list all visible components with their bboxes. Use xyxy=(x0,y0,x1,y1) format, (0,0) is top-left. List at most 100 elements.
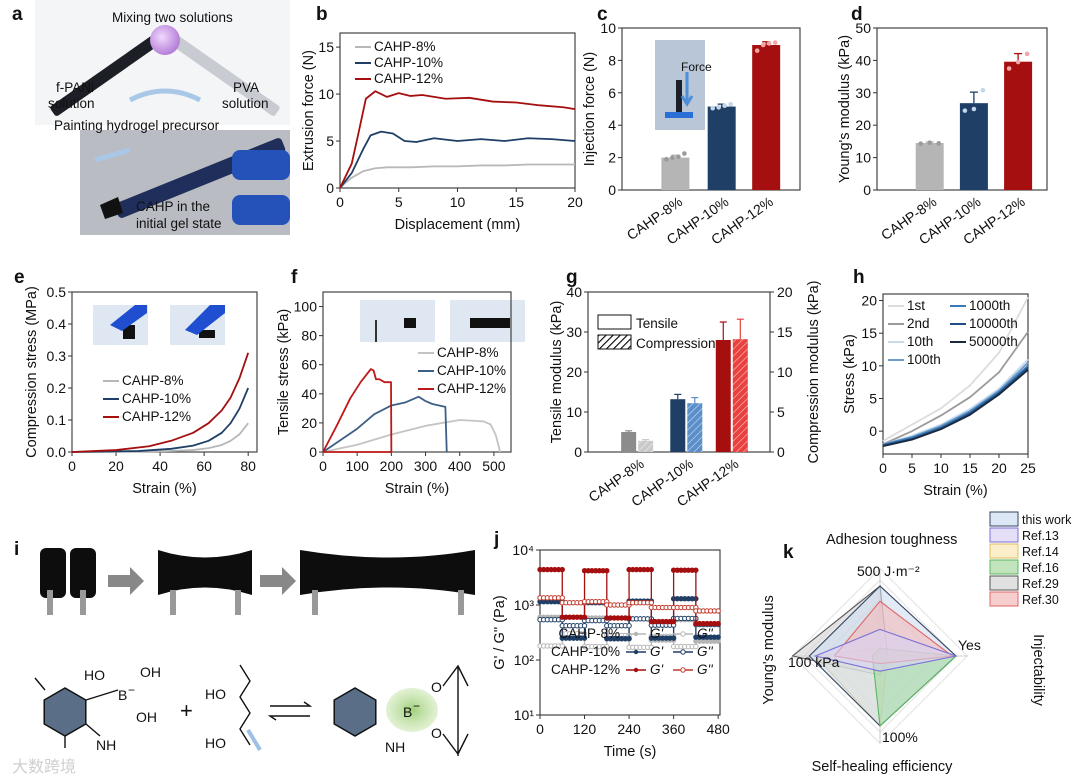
x-axis-label: Strain (%) xyxy=(385,481,449,497)
data-marker xyxy=(581,614,588,620)
data-point xyxy=(760,42,766,48)
legend-label: CAHP-12% xyxy=(551,662,620,677)
legend-swatch xyxy=(989,543,1019,559)
legend-label: 10th xyxy=(907,334,933,349)
photo-mixing xyxy=(35,0,290,125)
tweezer xyxy=(312,590,318,615)
tweezer-2 xyxy=(458,590,464,615)
legend-marker xyxy=(680,631,686,637)
y-tick-label: 8 xyxy=(608,52,616,68)
data-marker xyxy=(604,568,610,574)
x-tick-label: 360 xyxy=(662,721,686,737)
plot-frame xyxy=(882,293,1029,455)
x-tick-label: 10 xyxy=(450,194,466,210)
y-tick-label: 4 xyxy=(608,117,616,133)
panel-label-e: e xyxy=(14,267,25,288)
y-tick-label: 0.2 xyxy=(47,380,67,396)
y-tick-label: 40 xyxy=(855,52,871,68)
data-point xyxy=(716,105,721,110)
data-marker xyxy=(648,600,655,606)
diol-chain-highlight xyxy=(246,728,262,752)
panel-label-b: b xyxy=(316,4,328,25)
charge-label: − xyxy=(128,683,135,697)
clamp xyxy=(375,320,377,342)
y-tick-label: 50 xyxy=(855,20,871,36)
x-tick-label: 200 xyxy=(380,458,404,474)
panel-label-j: j xyxy=(493,529,499,550)
panel-label-g: g xyxy=(566,267,578,288)
y-tick-label: 20 xyxy=(301,415,317,431)
y-tick-label: 0.1 xyxy=(47,412,67,428)
bar-cahp-12- xyxy=(752,45,781,191)
bar-cahp-10- xyxy=(707,106,736,190)
y-tick-label: 10³ xyxy=(514,597,535,613)
chart-k: Adhesion toughness 500 J·m⁻² Injectability… xyxy=(761,511,1072,775)
radar-axis-label: Adhesion toughness xyxy=(826,532,957,548)
y2-tick-label: 20 xyxy=(777,284,793,300)
legend-label: G' xyxy=(650,662,664,677)
plot-frame xyxy=(539,549,721,716)
atom-label: OH xyxy=(136,709,157,725)
x-tick-label: 5 xyxy=(908,460,916,476)
chart-e: 0.0 0.1 0.2 0.3 0.4 0.5 0 20 40 60 80 Compression s… xyxy=(24,284,258,497)
y-tick-label: 2 xyxy=(608,150,616,166)
series-line-cahp-8- xyxy=(71,422,249,453)
y-tick-label: 5 xyxy=(869,390,877,406)
legend-label: CAHP-10% xyxy=(122,391,191,406)
hydrogel-cylinder xyxy=(123,325,135,339)
x-tick-label: 120 xyxy=(573,721,597,737)
chart-f: 0 20 40 60 80 100 0 100 200 300 400 500 Tensile stre… xyxy=(276,291,525,497)
hydrogel-sample xyxy=(404,318,416,328)
data-marker xyxy=(626,615,632,621)
radar-max-label: 100% xyxy=(882,729,918,745)
radar-axis-label: Injectability xyxy=(1030,634,1046,706)
panel-label-a: a xyxy=(12,4,23,25)
y2-tick-label: 10 xyxy=(777,364,793,380)
legend-label: CAHP-8% xyxy=(558,626,620,641)
finger xyxy=(110,305,147,331)
legend-label: 2nd xyxy=(907,316,930,331)
y-tick-label: 10 xyxy=(861,358,877,374)
cahp-label-2: initial gel state xyxy=(136,216,222,231)
series-line-cahp-10- xyxy=(339,130,576,189)
legend-label: CAHP-12% xyxy=(122,409,191,424)
boronate-highlight xyxy=(386,688,438,732)
data-point xyxy=(664,156,669,162)
y-tick-label: 5 xyxy=(326,133,334,149)
legend-label: CAHP-8% xyxy=(122,373,184,388)
y-tick-label: 0 xyxy=(326,180,334,196)
y-tick-label: 30 xyxy=(855,85,871,101)
data-point xyxy=(936,141,941,146)
legend-label: Ref.13 xyxy=(1022,529,1059,543)
circular-arrow-icon xyxy=(128,88,202,103)
bonds xyxy=(34,677,119,748)
bar-cahp-10- xyxy=(959,103,988,190)
bar-tensile xyxy=(621,432,637,452)
x-tick-label: 20 xyxy=(108,458,124,474)
glove-2 xyxy=(232,150,290,180)
legend-label: CAHP-10% xyxy=(551,644,620,659)
radar-max-label: 500 J·m⁻² xyxy=(857,563,920,579)
tweezer-2 xyxy=(235,590,241,615)
x-tick-label: 0 xyxy=(68,458,76,474)
bar-hatch xyxy=(638,440,654,452)
x-tick-label: 60 xyxy=(196,458,212,474)
ring-bonds xyxy=(442,664,469,756)
y-tick-label: 40 xyxy=(566,284,582,300)
data-point xyxy=(962,108,968,113)
hydrogel-stretched xyxy=(158,550,252,595)
tweezer-2 xyxy=(80,590,86,615)
x-tick-label: 240 xyxy=(617,721,641,737)
data-point xyxy=(766,41,772,46)
atom-label: HO xyxy=(84,667,105,683)
y-tick-label: 6 xyxy=(608,85,616,101)
y-axis-label: Injection force (N) xyxy=(582,52,598,166)
atom-label: B xyxy=(118,687,127,703)
radar-axis-label: Self-healing efficiency xyxy=(812,759,954,775)
series-line-cahp-12- xyxy=(71,352,250,453)
atom-label: O xyxy=(431,679,442,695)
y-tick-label: 20 xyxy=(861,293,877,309)
data-marker xyxy=(670,635,677,641)
x-tick-label: 0 xyxy=(319,458,327,474)
